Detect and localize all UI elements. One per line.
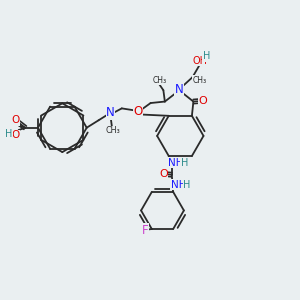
Text: O: O xyxy=(11,115,20,125)
Text: O: O xyxy=(199,96,207,106)
Text: CH₃: CH₃ xyxy=(152,76,167,85)
Text: O: O xyxy=(159,169,168,179)
Text: F: F xyxy=(142,224,148,237)
Text: N: N xyxy=(175,83,184,96)
Text: H: H xyxy=(181,158,188,167)
Text: N: N xyxy=(106,106,115,119)
Text: NH: NH xyxy=(171,179,186,190)
Text: H: H xyxy=(203,51,210,62)
Text: H: H xyxy=(5,129,13,139)
Text: NH: NH xyxy=(168,158,184,168)
Text: CH₃: CH₃ xyxy=(193,76,207,85)
Text: OH: OH xyxy=(192,56,207,65)
Text: CH₃: CH₃ xyxy=(105,126,120,135)
Text: O: O xyxy=(11,130,20,140)
Text: O: O xyxy=(134,105,143,118)
Text: H: H xyxy=(183,179,190,190)
